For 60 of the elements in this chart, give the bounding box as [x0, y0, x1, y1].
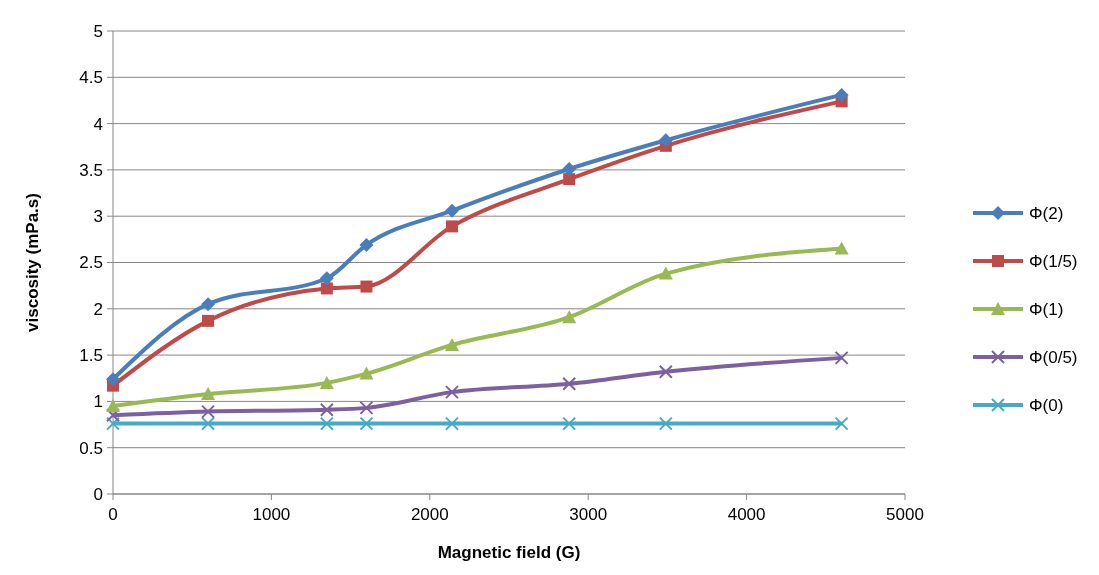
- x-tick-label: 2000: [410, 505, 449, 524]
- point: [658, 266, 673, 280]
- y-tick-label: 1.5: [79, 346, 103, 366]
- y-tick-label: 4.5: [79, 68, 103, 88]
- point: [106, 399, 120, 413]
- x-tick-label: 5000: [886, 505, 924, 524]
- point: [106, 416, 120, 431]
- point: [319, 271, 334, 286]
- point: [658, 364, 673, 379]
- legend-label: Φ(1/5): [1029, 251, 1078, 271]
- y-axis-title: viscosity (mPa.s): [23, 193, 42, 332]
- y-tick-label: 3: [93, 207, 103, 227]
- x-tick-label: 4000: [727, 505, 766, 524]
- y-tick-label: 4: [93, 114, 103, 134]
- point: [202, 314, 215, 327]
- x-tick-label: 0: [108, 505, 118, 524]
- point: [834, 87, 849, 102]
- legend-label: Φ(0/5): [1029, 347, 1078, 367]
- point: [562, 376, 577, 391]
- point: [106, 372, 120, 387]
- point: [658, 133, 673, 148]
- point: [201, 386, 216, 400]
- point: [201, 404, 216, 419]
- point: [444, 385, 459, 400]
- point: [359, 366, 374, 380]
- point: [201, 416, 216, 431]
- point: [319, 402, 334, 417]
- point: [563, 173, 576, 186]
- point: [562, 310, 577, 324]
- point: [834, 350, 849, 365]
- y-tick-label: 2.5: [79, 253, 103, 273]
- point: [319, 416, 334, 431]
- y-tick-label: 1: [93, 392, 103, 412]
- point: [359, 400, 374, 415]
- point: [201, 297, 216, 312]
- point: [360, 280, 373, 293]
- x-tick-label: 1000: [252, 505, 291, 524]
- point: [562, 161, 577, 176]
- point: [320, 282, 333, 295]
- x-tick-label: 3000: [569, 505, 608, 524]
- y-tick-label: 5: [93, 21, 103, 41]
- y-tick-label: 3.5: [79, 160, 103, 180]
- point: [444, 203, 459, 218]
- point: [319, 375, 334, 389]
- point: [444, 337, 459, 351]
- point: [445, 220, 458, 233]
- x-axis-title: Magnetic field (G): [437, 543, 581, 562]
- point: [444, 416, 459, 431]
- y-tick-label: 2: [93, 299, 103, 319]
- point: [658, 416, 673, 431]
- point: [562, 416, 577, 431]
- point: [834, 416, 849, 431]
- legend-label: Φ(2): [1029, 203, 1064, 223]
- point: [359, 416, 374, 431]
- point: [359, 237, 374, 252]
- y-tick-label: 0: [93, 484, 103, 504]
- legend-label: Φ(1): [1029, 299, 1064, 319]
- point: [834, 241, 849, 255]
- y-tick-label: 0.5: [79, 438, 103, 458]
- legend-label: Φ(0): [1029, 395, 1064, 415]
